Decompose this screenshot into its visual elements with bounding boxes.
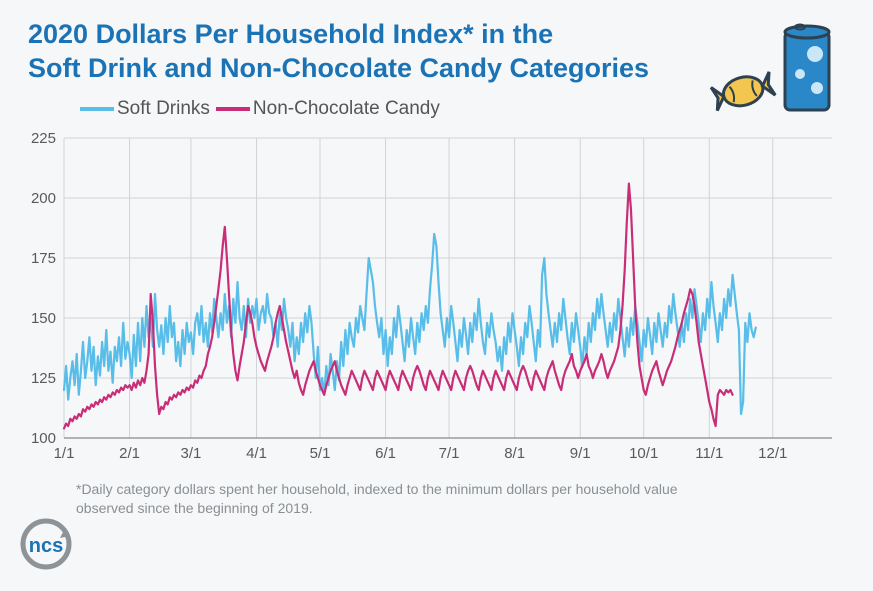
svg-text:100: 100 xyxy=(31,430,56,447)
line-chart: 100 125 150 175 200 225 1/1 2/1 3/1 4/1 5/1 6/1 7/1 8… xyxy=(22,128,842,468)
title-line-2: Soft Drink and Non-Chocolate Candy Categ… xyxy=(28,53,649,83)
svg-text:9/1: 9/1 xyxy=(570,445,591,462)
svg-text:11/1: 11/1 xyxy=(695,445,723,462)
svg-text:10/1: 10/1 xyxy=(629,445,658,462)
legend: Soft Drinks Non-Chocolate Candy xyxy=(80,98,440,120)
svg-text:2/1: 2/1 xyxy=(119,445,140,462)
svg-text:150: 150 xyxy=(31,310,56,327)
legend-swatch-candy xyxy=(216,107,250,111)
legend-label-candy: Non-Chocolate Candy xyxy=(253,98,440,120)
svg-text:6/1: 6/1 xyxy=(375,445,396,462)
title-line-1: 2020 Dollars Per Household Index* in the xyxy=(28,19,553,49)
legend-item-soft-drinks: Soft Drinks xyxy=(80,98,210,120)
category-icons xyxy=(707,20,847,125)
svg-text:125: 125 xyxy=(31,370,56,387)
footnote: *Daily category dollars spent her househ… xyxy=(76,480,716,518)
ncs-logo: ncs xyxy=(18,516,74,577)
logo-text: ncs xyxy=(29,535,63,557)
legend-item-candy: Non-Chocolate Candy xyxy=(216,98,440,120)
svg-text:7/1: 7/1 xyxy=(439,445,460,462)
soda-candy-icon xyxy=(707,20,847,120)
svg-text:12/1: 12/1 xyxy=(758,445,787,462)
legend-swatch-soft-drinks xyxy=(80,107,114,111)
svg-text:5/1: 5/1 xyxy=(310,445,331,462)
legend-label-soft-drinks: Soft Drinks xyxy=(117,98,210,120)
svg-text:200: 200 xyxy=(31,190,56,207)
chart-title: 2020 Dollars Per Household Index* in the… xyxy=(28,18,649,86)
chart-svg: 100 125 150 175 200 225 1/1 2/1 3/1 4/1 5/1 6/1 7/1 8… xyxy=(22,128,842,468)
svg-text:175: 175 xyxy=(31,250,56,267)
svg-text:225: 225 xyxy=(31,130,56,147)
svg-text:1/1: 1/1 xyxy=(54,445,75,462)
svg-text:8/1: 8/1 xyxy=(504,445,525,462)
svg-text:3/1: 3/1 xyxy=(181,445,202,462)
svg-text:4/1: 4/1 xyxy=(246,445,267,462)
